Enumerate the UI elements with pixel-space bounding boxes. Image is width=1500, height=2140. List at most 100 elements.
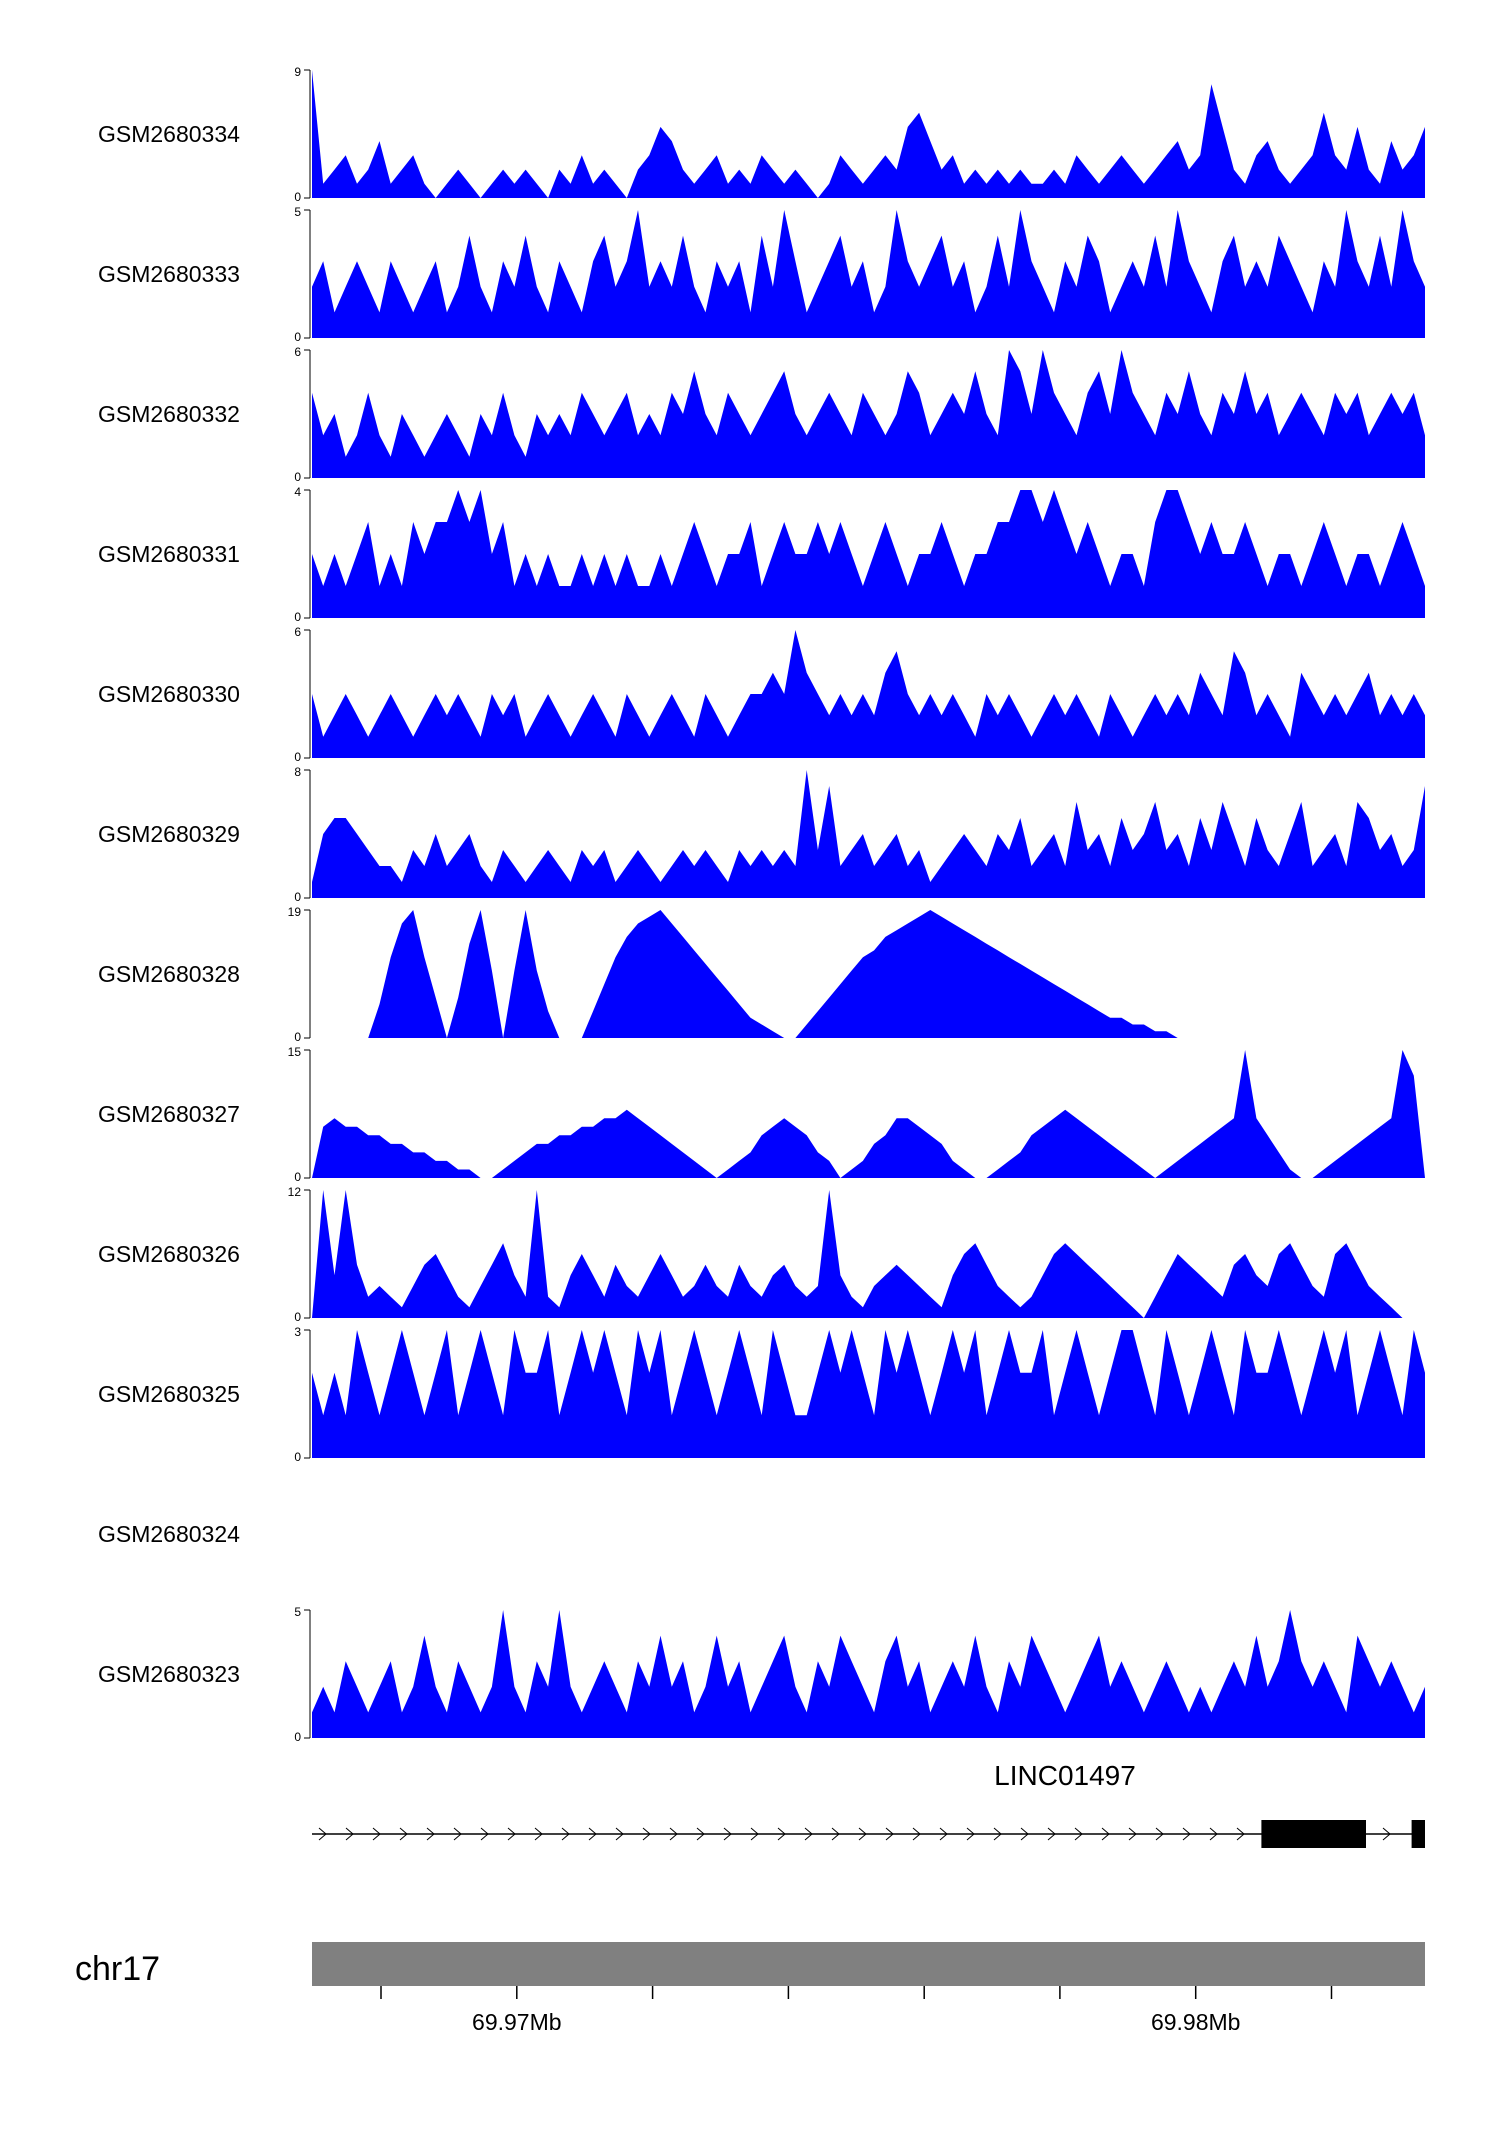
signal-area bbox=[312, 1190, 1425, 1318]
strand-arrow-icon bbox=[1128, 1827, 1137, 1841]
strand-arrow-icon bbox=[885, 1827, 894, 1841]
strand-arrow-icon bbox=[1047, 1827, 1056, 1841]
coverage-signal-svg: 60 bbox=[294, 345, 1425, 484]
strand-arrow-icon bbox=[399, 1827, 408, 1841]
coverage-signal-svg: 80 bbox=[294, 765, 1425, 904]
signal-area bbox=[312, 1610, 1425, 1738]
strand-arrow-icon bbox=[912, 1827, 921, 1841]
track-label: GSM2680324 bbox=[98, 1520, 240, 1547]
track-label: GSM2680323 bbox=[98, 1660, 240, 1687]
strand-arrow-icon bbox=[642, 1827, 651, 1841]
axis-tick-label: 69.97Mb bbox=[472, 2009, 562, 2035]
strand-arrow-icon bbox=[318, 1827, 327, 1841]
track-row: GSM2680327 15 0 bbox=[0, 1044, 1500, 1184]
y-axis-max-label: 5 bbox=[294, 205, 301, 219]
signal-area bbox=[312, 350, 1425, 478]
signal-area bbox=[312, 910, 1425, 1038]
signal-area bbox=[312, 70, 1425, 198]
strand-arrow-icon bbox=[561, 1827, 570, 1841]
strand-arrow-icon bbox=[588, 1827, 597, 1841]
y-axis-max-label: 6 bbox=[294, 345, 301, 359]
gene-annotation-row: LINC01497 bbox=[0, 1760, 1500, 1872]
y-axis-zero-label: 0 bbox=[294, 610, 301, 624]
gene-name-label: LINC01497 bbox=[994, 1760, 1136, 1791]
track-label: GSM2680330 bbox=[98, 680, 240, 707]
strand-arrow-icon bbox=[372, 1827, 381, 1841]
signal-area bbox=[312, 630, 1425, 758]
coverage-signal-chart bbox=[270, 1464, 1430, 1604]
y-axis-zero-label: 0 bbox=[294, 1170, 301, 1184]
strand-arrow-icon bbox=[1209, 1827, 1218, 1841]
strand-arrow-icon bbox=[831, 1827, 840, 1841]
strand-arrow-icon bbox=[939, 1827, 948, 1841]
signal-area bbox=[312, 1330, 1425, 1458]
coverage-signal-chart: 12 0 bbox=[270, 1184, 1430, 1324]
coverage-signal-svg: 12 0 bbox=[288, 1185, 1425, 1324]
strand-arrow-icon bbox=[1101, 1827, 1110, 1841]
y-axis-max-label: 9 bbox=[294, 65, 301, 79]
y-axis-zero-label: 0 bbox=[294, 470, 301, 484]
track-label: GSM2680331 bbox=[98, 540, 240, 567]
y-axis-max-label: 6 bbox=[294, 625, 301, 639]
strand-arrow-icon bbox=[1182, 1827, 1191, 1841]
strand-arrow-icon bbox=[453, 1827, 462, 1841]
track-row: GSM2680326 12 0 bbox=[0, 1184, 1500, 1324]
genomic-axis: 69.97Mb 69.98Mb bbox=[380, 1986, 1333, 2035]
track-label: GSM2680325 bbox=[98, 1380, 240, 1407]
strand-arrow-icon bbox=[1020, 1827, 1029, 1841]
y-axis-zero-label: 0 bbox=[294, 1310, 301, 1324]
strand-arrow-icon bbox=[804, 1827, 813, 1841]
strand-arrow-icon bbox=[858, 1827, 867, 1841]
y-axis-zero-label: 0 bbox=[294, 1450, 301, 1464]
strand-arrow-icon bbox=[426, 1827, 435, 1841]
strand-arrow-icon bbox=[966, 1827, 975, 1841]
strand-arrow-icon bbox=[723, 1827, 732, 1841]
signal-area bbox=[312, 770, 1425, 898]
gene-model-svg bbox=[312, 1820, 1425, 1848]
exon-block bbox=[1261, 1820, 1366, 1848]
track-label: GSM2680329 bbox=[98, 820, 240, 847]
gene-annotation-track: LINC01497 bbox=[270, 1760, 1430, 1872]
coverage-signal-svg: 50 bbox=[294, 205, 1425, 344]
coverage-signal-svg: 15 0 bbox=[288, 1045, 1425, 1184]
strand-arrow-icon bbox=[534, 1827, 543, 1841]
track-label: GSM2680334 bbox=[98, 120, 240, 147]
track-label: GSM2680333 bbox=[98, 260, 240, 287]
strand-arrow-icon bbox=[480, 1827, 489, 1841]
y-axis-zero-label: 0 bbox=[294, 750, 301, 764]
y-axis-max-label: 15 bbox=[288, 1045, 302, 1059]
coverage-signal-chart: 19 0 bbox=[270, 904, 1430, 1044]
track-label: GSM2680327 bbox=[98, 1100, 240, 1127]
strand-arrow-icon bbox=[345, 1827, 354, 1841]
y-axis-max-label: 4 bbox=[294, 485, 301, 499]
coverage-signal-svg: 30 bbox=[294, 1325, 1425, 1464]
coverage-signal-svg: 40 bbox=[294, 485, 1425, 624]
coverage-signal-chart: 15 0 bbox=[270, 1044, 1430, 1184]
coverage-signal-svg: 19 0 bbox=[288, 905, 1425, 1044]
exon-block bbox=[1411, 1820, 1425, 1848]
y-axis-zero-label: 0 bbox=[294, 330, 301, 344]
track-label: GSM2680332 bbox=[98, 400, 240, 427]
strand-arrow-icon bbox=[615, 1827, 624, 1841]
track-label: GSM2680326 bbox=[98, 1240, 240, 1267]
strand-arrow-icon bbox=[1074, 1827, 1083, 1841]
y-axis-zero-label: 0 bbox=[294, 1030, 301, 1044]
strand-arrow-icon bbox=[1236, 1827, 1245, 1841]
track-label: GSM2680328 bbox=[98, 960, 240, 987]
y-axis-max-label: 12 bbox=[288, 1185, 302, 1199]
strand-arrow-icon bbox=[750, 1827, 759, 1841]
y-axis-max-label: 5 bbox=[294, 1605, 301, 1619]
